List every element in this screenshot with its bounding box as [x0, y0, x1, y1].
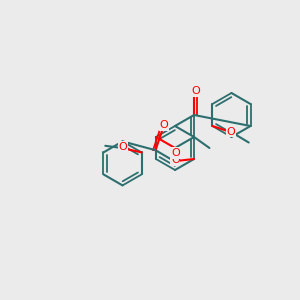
Text: O: O [172, 148, 180, 158]
Text: O: O [227, 127, 236, 136]
Text: O: O [192, 86, 200, 96]
Text: O: O [118, 142, 127, 152]
Text: O: O [160, 120, 169, 130]
Text: O: O [171, 155, 180, 165]
